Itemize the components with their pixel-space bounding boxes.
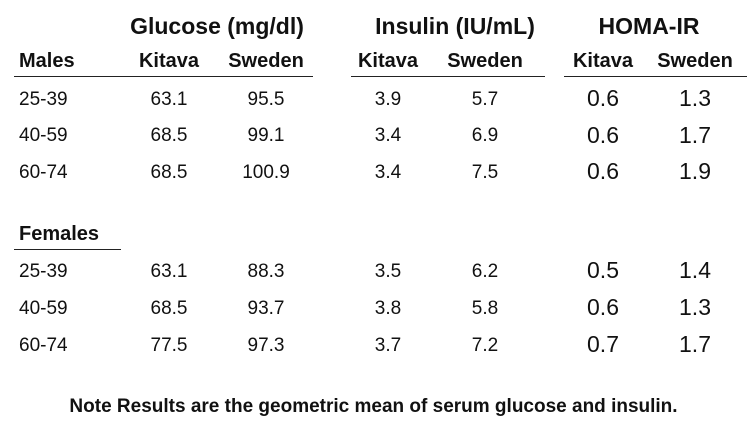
homa-sweden-value: 1.4 (679, 257, 711, 283)
homa-kitava-value: 0.6 (587, 158, 619, 184)
insulin-sweden-value: 6.9 (471, 125, 499, 146)
row-age-label: 25-39 (19, 261, 68, 282)
row-age-label: 40-59 (19, 298, 68, 319)
glucose-sweden-value: 88.3 (247, 261, 285, 282)
insulin-sweden-value: 7.5 (471, 162, 499, 183)
glucose-sweden-value: 99.1 (247, 125, 285, 146)
homa-kitava-value: 0.5 (587, 257, 619, 283)
insulin-sweden-header: Sweden (447, 50, 523, 72)
glucose-kitava-header: Kitava (138, 50, 200, 72)
glucose-sweden-value: 100.9 (242, 162, 290, 183)
homa-kitava-value: 0.6 (587, 85, 619, 111)
row-age-label: 40-59 (19, 125, 68, 146)
table-footnote: Note Results are the geometric mean of s… (69, 396, 678, 417)
glucose-group-title: Glucose (mg/dl) (130, 13, 304, 39)
homa-kitava-value: 0.6 (587, 294, 619, 320)
row-age-label: 60-74 (19, 162, 68, 183)
glucose-kitava-value: 68.5 (150, 125, 188, 146)
insulin-kitava-value: 3.9 (374, 89, 402, 110)
homa-sweden-value: 1.7 (679, 331, 711, 357)
glucose-kitava-value: 63.1 (150, 261, 188, 282)
homa-sweden-value: 1.3 (679, 294, 711, 320)
insulin-header-rule (351, 76, 545, 77)
females-header-rule (14, 249, 121, 250)
homa-kitava-header: Kitava (572, 50, 634, 72)
females-section-label: Females (19, 223, 100, 245)
insulin-kitava-value: 3.4 (374, 125, 402, 146)
glucose-kitava-value: 77.5 (150, 335, 188, 356)
insulin-group-title: Insulin (IU/mL) (375, 13, 535, 39)
insulin-sweden-value: 6.2 (471, 261, 499, 282)
homa-sweden-header: Sweden (657, 50, 733, 72)
glucose-kitava-value: 68.5 (150, 162, 188, 183)
homa-sweden-value: 1.9 (679, 158, 711, 184)
glucose-sweden-value: 95.5 (247, 89, 285, 110)
glucose-sweden-header: Sweden (228, 50, 304, 72)
insulin-sweden-value: 5.7 (471, 89, 499, 110)
glucose-header-rule (14, 76, 313, 77)
homa-sweden-value: 1.3 (679, 85, 711, 111)
row-age-label: 25-39 (19, 89, 68, 110)
males-section-label: Males (19, 50, 75, 72)
glucose-sweden-value: 93.7 (247, 298, 285, 319)
insulin-kitava-value: 3.5 (374, 261, 402, 282)
homa-header-rule (564, 76, 747, 77)
insulin-kitava-header: Kitava (357, 50, 419, 72)
glucose-kitava-value: 63.1 (150, 89, 188, 110)
row-age-label: 60-74 (19, 335, 68, 356)
insulin-kitava-value: 3.7 (374, 335, 402, 356)
homa-kitava-value: 0.7 (587, 331, 619, 357)
glucose-sweden-value: 97.3 (247, 335, 285, 356)
homa-sweden-value: 1.7 (679, 122, 711, 148)
insulin-sweden-value: 7.2 (471, 335, 499, 356)
insulin-kitava-value: 3.8 (374, 298, 402, 319)
homa-kitava-value: 0.6 (587, 122, 619, 148)
insulin-sweden-value: 5.8 (471, 298, 499, 319)
insulin-kitava-value: 3.4 (374, 162, 402, 183)
glucose-kitava-value: 68.5 (150, 298, 188, 319)
homa-group-title: HOMA-IR (598, 13, 700, 39)
